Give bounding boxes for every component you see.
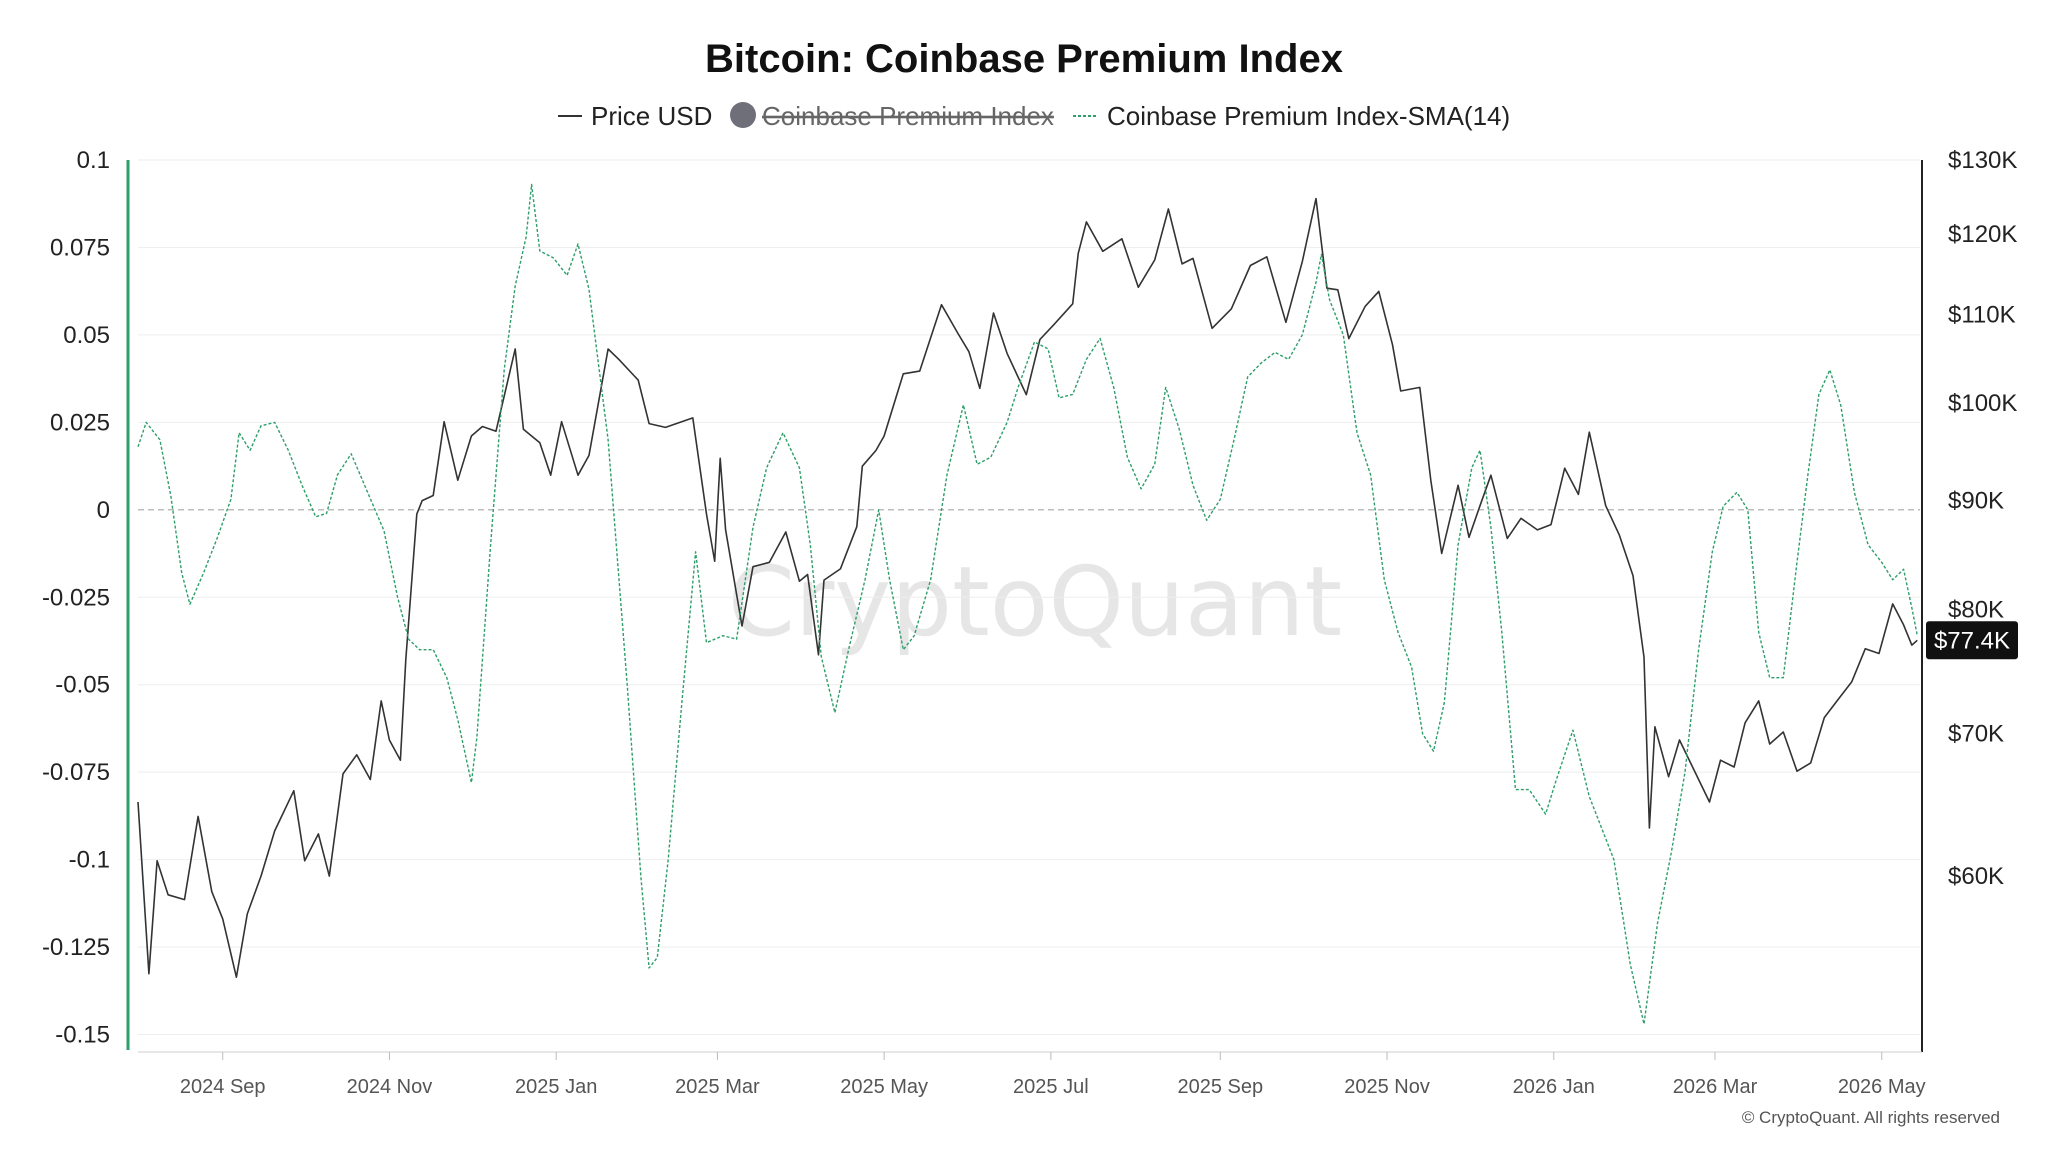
x-tick-label: 2026 May: [1838, 1076, 1926, 1098]
x-tick-label: 2025 Sep: [1177, 1076, 1263, 1098]
left-tick-label: 0.05: [63, 322, 110, 349]
x-tick-label: 2026 Mar: [1673, 1076, 1758, 1098]
x-tick-label: 2025 Mar: [675, 1076, 760, 1098]
right-axis-ticks: $130K $120K $110K $100K $90K $80K $70K $60K: [1948, 147, 2017, 890]
right-tick-label: $60K: [1948, 863, 2004, 890]
left-tick-label: -0.1: [69, 847, 110, 874]
left-tick-label: -0.125: [42, 934, 110, 961]
credit-text: © CryptoQuant. All rights reserved: [1742, 1108, 2000, 1127]
left-tick-label: 0.075: [50, 234, 110, 261]
legend-item-premium-index[interactable]: Coinbase Premium Index: [730, 101, 1054, 131]
last-price-badge-bg: [1926, 621, 2018, 660]
x-tick-label: 2025 Nov: [1344, 1076, 1430, 1098]
legend-item-price[interactable]: Price USD: [558, 101, 712, 131]
left-tick-label: 0: [97, 497, 110, 524]
right-tick-label: $110K: [1948, 302, 2016, 329]
left-tick-label: -0.05: [55, 672, 110, 699]
left-tick-label: -0.15: [55, 1022, 110, 1049]
legend-label-premium-index: Coinbase Premium Index: [762, 101, 1054, 131]
left-axis-ticks: 0.1 0.075 0.05 0.025 0 -0.025 -0.05 -0.075 -0.1 -…: [42, 147, 110, 1049]
last-price-badge: $77.4K: [1926, 621, 2018, 660]
last-price-label: $77.4K: [1934, 627, 2010, 654]
left-tick-label: 0.1: [77, 147, 110, 174]
legend-swatch-premium-index: [730, 102, 756, 128]
price-usd-line: [137, 197, 1918, 978]
left-tick-label: -0.075: [42, 759, 110, 786]
x-tick-label: 2025 May: [840, 1076, 928, 1098]
right-tick-label: $100K: [1948, 390, 2017, 417]
grid-layer: [138, 159, 1920, 1036]
series-layer: [137, 183, 1918, 1025]
x-tick-label: 2025 Jan: [515, 1076, 597, 1098]
x-tick-label: 2026 Jan: [1513, 1076, 1595, 1098]
x-axis-ticks: 2024 Sep 2024 Nov 2025 Jan 2025 Mar 2025 May…: [180, 1052, 1926, 1098]
legend-item-sma[interactable]: Coinbase Premium Index-SMA(14): [1073, 101, 1510, 131]
legend: Price USD Coinbase Premium Index Coinbas…: [558, 101, 1510, 131]
left-tick-label: -0.025: [42, 584, 110, 611]
right-tick-label: $70K: [1948, 720, 2004, 747]
legend-label-price: Price USD: [591, 101, 712, 131]
right-tick-label: $90K: [1948, 488, 2004, 515]
x-tick-label: 2024 Sep: [180, 1076, 266, 1098]
watermark: CryptoQuant: [728, 546, 1342, 658]
axis-layer: [126, 160, 1923, 1053]
chart-title: Bitcoin: Coinbase Premium Index: [705, 37, 1343, 81]
premium-sma-line: [137, 183, 1918, 1025]
x-tick-label: 2025 Jul: [1013, 1076, 1089, 1098]
right-tick-label: $130K: [1948, 147, 2017, 174]
legend-label-sma: Coinbase Premium Index-SMA(14): [1107, 101, 1510, 131]
x-tick-label: 2024 Nov: [347, 1076, 433, 1098]
right-tick-label: $120K: [1948, 221, 2017, 248]
right-tick-label: $80K: [1948, 597, 2004, 624]
left-tick-label: 0.025: [50, 409, 110, 436]
